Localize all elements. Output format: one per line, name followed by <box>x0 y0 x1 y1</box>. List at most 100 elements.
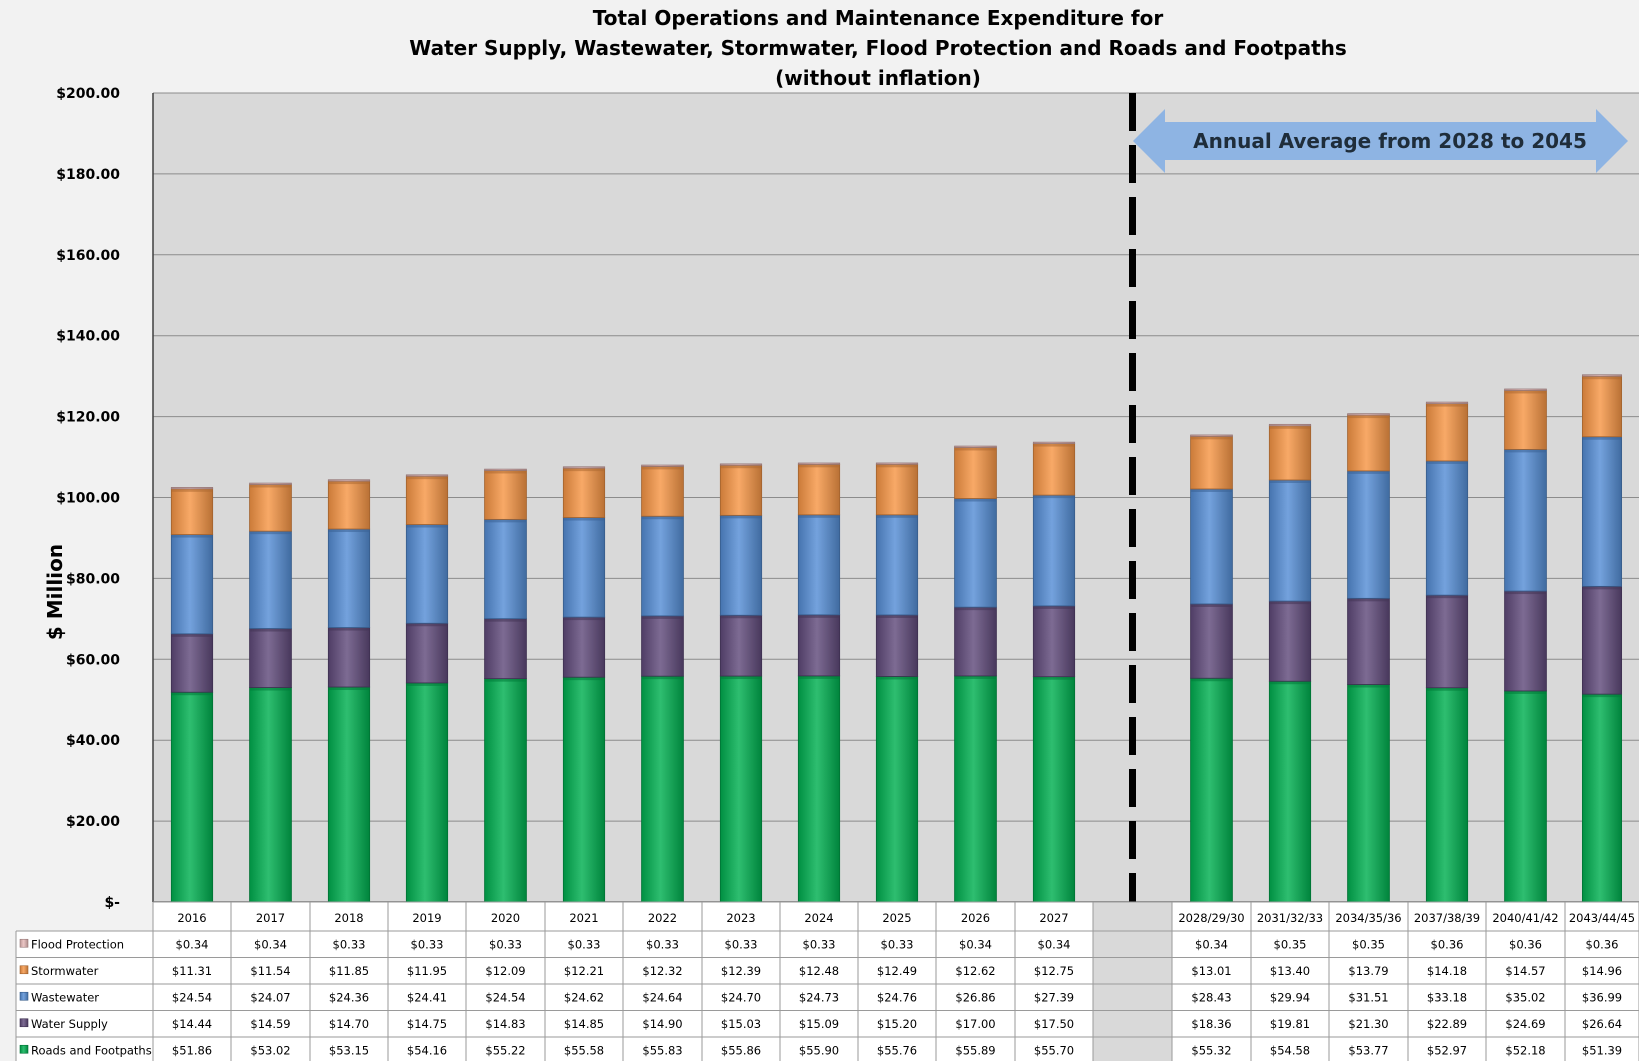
bar-segment-cap <box>328 529 370 533</box>
x-tick-label: 2034/35/36 <box>1335 911 1401 925</box>
data-label: $14.85 <box>564 1017 604 1031</box>
bar-segment-cap <box>1426 687 1468 691</box>
bar-segment-cap <box>1033 443 1075 447</box>
bar-segment <box>405 475 449 525</box>
data-label: $11.95 <box>407 964 447 978</box>
bar-segment-cap <box>1504 591 1547 595</box>
data-label: $55.83 <box>642 1043 682 1057</box>
y-tick-label: $160.00 <box>56 248 120 264</box>
legend-swatch <box>19 965 29 975</box>
bar-segment-cap <box>641 615 684 619</box>
bar-segment <box>875 462 919 465</box>
data-label: $0.35 <box>1352 937 1385 951</box>
bar-segment-cap <box>171 633 213 637</box>
bar-segment <box>405 622 449 684</box>
data-label: $27.39 <box>1034 990 1074 1004</box>
bar-segment-cap <box>1190 678 1233 682</box>
x-tick-label: 2018 <box>334 911 363 925</box>
data-label: $13.79 <box>1348 964 1388 978</box>
bar-segment <box>797 462 841 465</box>
legend-swatch <box>19 1018 29 1028</box>
bar-segment <box>719 614 763 677</box>
bar-segment-cap <box>1426 595 1468 599</box>
legend-entry: Stormwater <box>31 964 99 978</box>
bar-segment <box>562 616 606 678</box>
data-label: $15.03 <box>721 1017 761 1031</box>
bar-segment-cap <box>1347 415 1390 419</box>
data-label: $24.36 <box>329 990 369 1004</box>
data-label: $0.33 <box>411 937 444 951</box>
bar-segment-cap <box>484 470 527 474</box>
bar-segment <box>797 614 841 677</box>
bar-segment <box>1032 676 1076 903</box>
data-label: $14.59 <box>250 1017 290 1031</box>
bar-segment-cap <box>720 515 762 519</box>
data-label: $0.35 <box>1274 937 1307 951</box>
bar-segment <box>1347 597 1390 685</box>
data-label: $0.33 <box>803 937 836 951</box>
data-label: $55.22 <box>485 1043 525 1057</box>
data-label: $14.90 <box>642 1017 682 1031</box>
y-tick-label: $200.00 <box>56 86 120 102</box>
data-label: $0.34 <box>1195 937 1228 951</box>
data-label: $24.70 <box>721 990 761 1004</box>
bar-segment-cap <box>1269 681 1311 685</box>
data-label: $21.30 <box>1348 1017 1388 1031</box>
bar-segment-cap <box>798 514 840 518</box>
legend-cells-bg <box>16 931 153 1061</box>
data-label: $15.09 <box>799 1017 839 1031</box>
bar-segment-cap <box>563 517 605 521</box>
bar-segment-cap <box>171 488 213 492</box>
data-label: $33.18 <box>1427 990 1467 1004</box>
bar-segment-cap <box>1582 694 1622 698</box>
data-label: $52.97 <box>1427 1043 1467 1057</box>
bar-segment <box>797 514 841 616</box>
data-label: $29.94 <box>1270 990 1310 1004</box>
data-label: $26.64 <box>1582 1017 1622 1031</box>
bar-segment-cap <box>720 465 762 469</box>
bar-segment <box>562 467 606 518</box>
bar-segment <box>1581 693 1623 903</box>
data-label: $53.77 <box>1348 1043 1388 1057</box>
bar-segment-cap <box>641 466 684 470</box>
bar-segment <box>1268 425 1312 481</box>
data-label: $0.33 <box>881 937 914 951</box>
bar-segment <box>1425 687 1469 903</box>
x-tick-label: 2021 <box>569 911 598 925</box>
chart-title: Total Operations and Maintenance Expendi… <box>409 6 1347 90</box>
data-label: $24.76 <box>877 990 917 1004</box>
bar-segment-cap <box>1504 449 1547 453</box>
bar-segment-cap <box>249 628 292 632</box>
bar-segment <box>1347 684 1390 903</box>
bar-segment <box>1268 479 1312 602</box>
bar-segment <box>641 464 684 467</box>
bar-segment <box>170 633 214 693</box>
bar-segment-cap <box>406 682 448 686</box>
bar-segment-cap <box>484 519 527 523</box>
data-label: $11.85 <box>329 964 369 978</box>
x-tick-label: 2017 <box>256 911 285 925</box>
bar-segment <box>249 628 292 688</box>
data-label: $0.33 <box>489 937 522 951</box>
bar-segment <box>875 514 919 616</box>
data-label: $26.86 <box>955 990 995 1004</box>
bar-segment-cap <box>1426 403 1468 407</box>
bar-segment-cap <box>328 481 370 485</box>
data-label: $18.36 <box>1191 1017 1231 1031</box>
bar-segment-cap <box>641 676 684 680</box>
bar-segment <box>1347 414 1390 472</box>
x-tick-label: 2025 <box>882 911 911 925</box>
bar-segment <box>249 687 292 903</box>
chart-title-line: (without inflation) <box>775 66 981 90</box>
y-tick-label: $180.00 <box>56 167 120 183</box>
annotation: Annual Average from 2028 to 2045 <box>1129 93 1628 902</box>
data-label: $24.62 <box>564 990 604 1004</box>
data-label: $12.49 <box>877 964 917 978</box>
bar-segment <box>327 686 371 903</box>
bar-segment-cap <box>171 692 213 696</box>
data-label: $24.41 <box>407 990 447 1004</box>
bar-segment-cap <box>563 677 605 681</box>
data-label: $54.58 <box>1270 1043 1310 1057</box>
data-label: $11.54 <box>250 964 290 978</box>
data-label: $12.39 <box>721 964 761 978</box>
